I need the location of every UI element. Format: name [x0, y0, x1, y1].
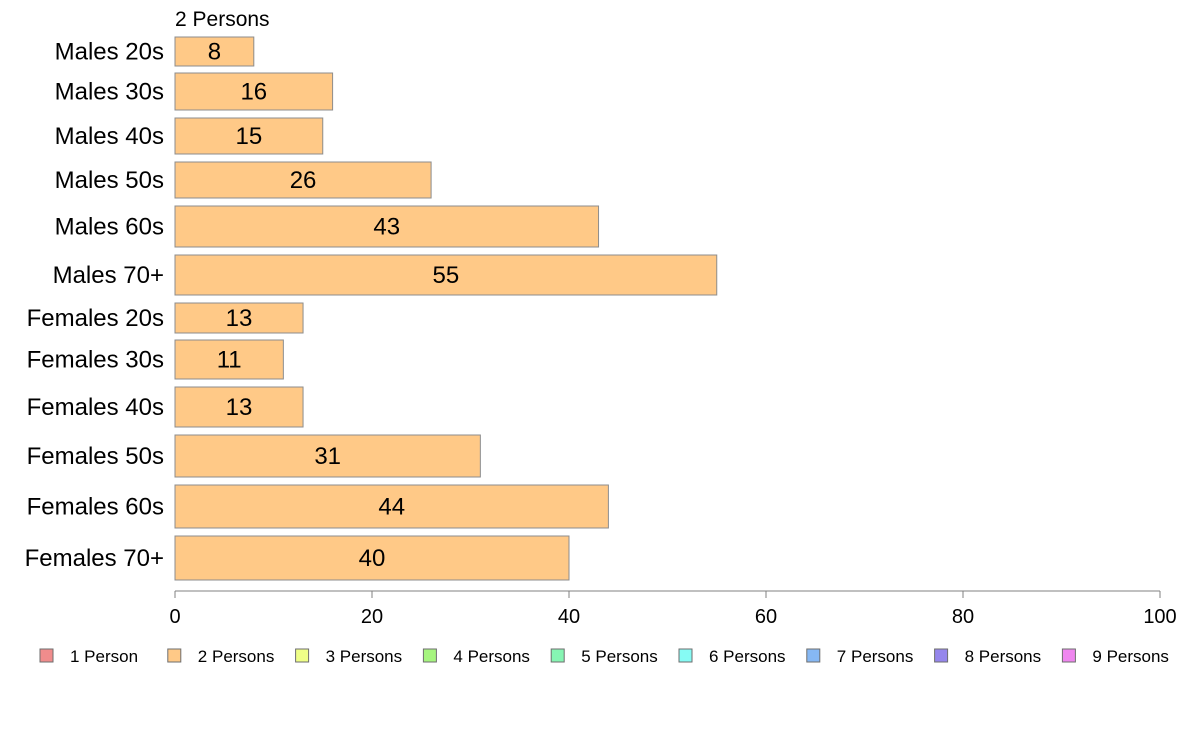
legend-label: 1 Person [70, 647, 138, 666]
bar [174, 117, 324, 155]
x-tick-label: 20 [361, 606, 383, 628]
bar-value-label: 15 [236, 123, 263, 150]
category-label: Males 20s [55, 39, 164, 66]
legend: 1 Person 2 Persons 3 Persons 4 Persons 5 Per… [39, 647, 1169, 666]
bar-value-label: 13 [226, 394, 253, 421]
category-label: Males 70+ [53, 262, 164, 289]
legend-label: 5 Persons [581, 647, 658, 666]
bar-value-label: 13 [226, 305, 253, 332]
bar-value-label: 31 [314, 443, 341, 470]
x-tick-label: 60 [755, 606, 777, 628]
category-label: Females 30s [27, 347, 164, 374]
bar [174, 161, 432, 199]
x-tick-label: 0 [169, 606, 180, 628]
category-label: Females 60s [27, 494, 164, 521]
bar [174, 339, 284, 380]
category-label: Females 20s [27, 305, 164, 332]
legend-label: 9 Persons [1092, 647, 1169, 666]
legend-swatch [422, 648, 437, 663]
legend-label: 3 Persons [326, 647, 403, 666]
legend-swatch [934, 648, 949, 663]
x-axis: 0 20 40 60 80 100 [169, 590, 1177, 628]
legend-swatch [806, 648, 821, 663]
category-label: Females 50s [27, 443, 164, 470]
bar [174, 72, 334, 111]
bar-value-label: 16 [240, 79, 267, 106]
legend-label: 4 Persons [453, 647, 530, 666]
bar-value-label: 40 [359, 545, 386, 572]
bar [174, 254, 718, 296]
bar [174, 205, 600, 248]
legend-label: 8 Persons [965, 647, 1042, 666]
bar [174, 434, 481, 478]
category-label: Males 30s [55, 79, 164, 106]
legend-swatch [550, 648, 565, 663]
bar [174, 386, 304, 428]
category-label: Males 50s [55, 167, 164, 194]
legend-swatch [39, 648, 54, 663]
legend-label: 6 Persons [709, 647, 786, 666]
chart-title: 2 Persons [175, 8, 270, 31]
legend-swatch [678, 648, 693, 663]
bar [174, 535, 570, 581]
legend-label: 7 Persons [837, 647, 914, 666]
x-tick-label: 40 [558, 606, 580, 628]
bar-value-label: 43 [373, 214, 400, 241]
category-label: Males 40s [55, 123, 164, 150]
legend-swatch [295, 648, 310, 663]
bar-value-label: 26 [290, 167, 317, 194]
x-tick-label: 100 [1143, 606, 1176, 628]
x-tick-label: 80 [952, 606, 974, 628]
bar [174, 302, 304, 334]
bar [174, 484, 609, 529]
bar-value-label: 11 [217, 347, 242, 374]
legend-swatch [167, 648, 182, 663]
bar [174, 36, 255, 67]
category-label: Males 60s [55, 214, 164, 241]
bars: Males 20s 8 Males 30s 16 Males 40s 15 Males 50… [25, 36, 718, 581]
bar-value-label: 44 [378, 494, 405, 521]
bar-value-label: 8 [208, 39, 221, 66]
bar-value-label: 55 [433, 262, 460, 289]
category-label: Females 70+ [25, 545, 164, 572]
legend-swatch [1061, 648, 1076, 663]
category-label: Females 40s [27, 394, 164, 421]
legend-label: 2 Persons [198, 647, 275, 666]
